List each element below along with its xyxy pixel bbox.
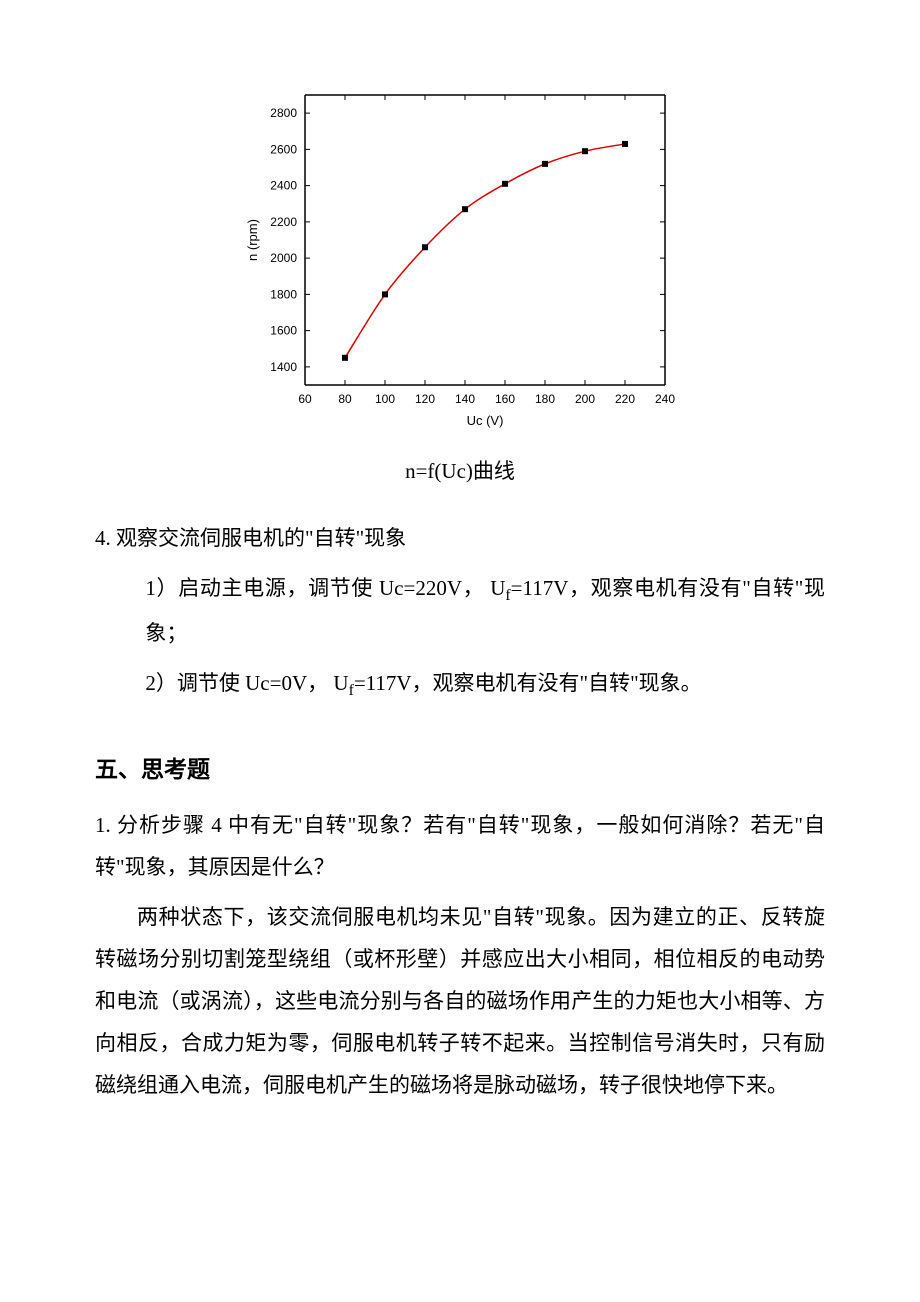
svg-text:2800: 2800 [270, 106, 297, 120]
svg-text:1400: 1400 [270, 360, 297, 374]
svg-text:80: 80 [338, 392, 352, 406]
section4-item2: 2）调节使 Uc=0V， Uf=117V，观察电机有没有"自转"现象。 [95, 662, 825, 707]
svg-text:200: 200 [575, 392, 595, 406]
svg-text:Uc (V): Uc (V) [467, 413, 504, 428]
item2-prefix: 2）调节使 Uc=0V， U [145, 671, 348, 695]
chart-caption: n=f(Uc)曲线 [95, 450, 825, 492]
svg-text:2000: 2000 [270, 251, 297, 265]
svg-text:140: 140 [455, 392, 475, 406]
item2-suffix: =117V，观察电机有没有"自转"现象。 [354, 671, 702, 695]
section5-heading: 五、思考题 [95, 746, 825, 792]
svg-text:60: 60 [298, 392, 312, 406]
item1-prefix: 1）启动主电源，调节使 Uc=220V， U [145, 576, 505, 600]
section4-item1: 1）启动主电源，调节使 Uc=220V， Uf=117V，观察电机有没有"自转"… [95, 567, 825, 654]
svg-text:160: 160 [495, 392, 515, 406]
svg-text:220: 220 [615, 392, 635, 406]
svg-text:2400: 2400 [270, 179, 297, 193]
answer1: 两种状态下，该交流伺服电机均未见"自转"现象。因为建立的正、反转旋转磁场分别切割… [95, 896, 825, 1106]
svg-text:240: 240 [655, 392, 675, 406]
svg-text:2600: 2600 [270, 142, 297, 156]
svg-text:180: 180 [535, 392, 555, 406]
svg-text:120: 120 [415, 392, 435, 406]
svg-text:2200: 2200 [270, 215, 297, 229]
svg-text:100: 100 [375, 392, 395, 406]
question1: 1. 分析步骤 4 中有无"自转"现象？若有"自转"现象，一般如何消除？若无"自… [95, 804, 825, 888]
svg-text:1800: 1800 [270, 287, 297, 301]
section4-heading: 4. 观察交流伺服电机的"自转"现象 [95, 517, 825, 559]
svg-text:n (rpm): n (rpm) [245, 219, 260, 261]
chart-container: 60 80 100 120 140 160 180 200 220 240 1400 1600 1800… [95, 80, 825, 440]
svg-text:1600: 1600 [270, 324, 297, 338]
line-chart: 60 80 100 120 140 160 180 200 220 240 1400 1600 1800… [240, 80, 680, 440]
